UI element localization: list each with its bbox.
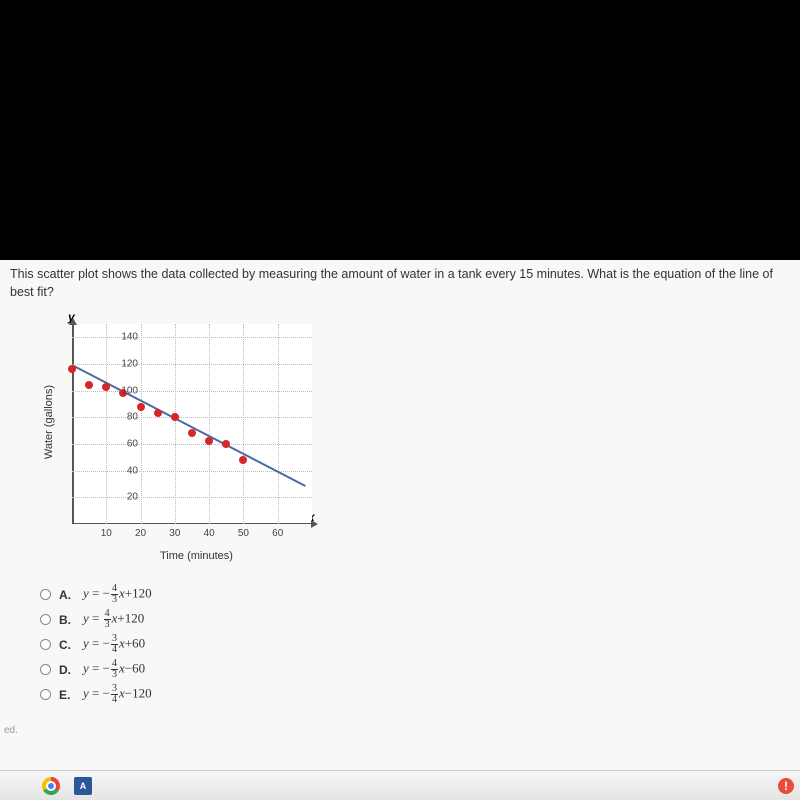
choice-equation: y = −34x−120: [83, 684, 152, 705]
y-tick-label: 100: [121, 385, 138, 396]
content-area: This scatter plot shows the data collect…: [0, 260, 800, 770]
x-tick-label: 60: [272, 528, 283, 539]
x-axis-label: Time (minutes): [160, 550, 233, 562]
plot-area: [72, 324, 312, 524]
answer-choice[interactable]: A. y = −43x+120: [40, 584, 800, 605]
taskbar: A !: [0, 770, 800, 800]
y-tick-label: 140: [121, 332, 138, 343]
data-point: [222, 440, 230, 448]
word-icon[interactable]: A: [72, 775, 94, 797]
gridline-v: [209, 324, 210, 524]
data-point: [68, 365, 76, 373]
status-text: ed.: [4, 725, 18, 736]
radio-icon[interactable]: [40, 589, 51, 600]
answer-choice[interactable]: D. y = −43x−60: [40, 659, 800, 680]
radio-icon[interactable]: [40, 689, 51, 700]
x-axis-arrow-icon: [311, 520, 318, 528]
gridline-h: [72, 364, 312, 365]
y-axis-label: Water (gallons): [43, 385, 55, 459]
choice-equation: y = −43x+120: [83, 584, 152, 605]
data-point: [102, 383, 110, 391]
data-point: [137, 403, 145, 411]
scatter-chart: Water (gallons) Time (minutes) y x 20406…: [20, 316, 330, 556]
gridline-v: [278, 324, 279, 524]
data-point: [205, 437, 213, 445]
choice-equation: y = −43x−60: [83, 659, 145, 680]
gridline-h: [72, 497, 312, 498]
y-axis-arrow-icon: [69, 318, 77, 325]
radio-icon[interactable]: [40, 614, 51, 625]
answer-choice[interactable]: C. y = −34x+60: [40, 634, 800, 655]
x-tick-label: 50: [238, 528, 249, 539]
x-tick-label: 40: [204, 528, 215, 539]
gridline-h: [72, 391, 312, 392]
data-point: [154, 409, 162, 417]
gridline-v: [175, 324, 176, 524]
choice-letter: E.: [59, 688, 75, 702]
choice-equation: y = 43x+120: [83, 609, 144, 630]
y-axis: [72, 324, 74, 524]
choice-equation: y = −34x+60: [83, 634, 145, 655]
y-tick-label: 80: [127, 412, 138, 423]
choice-letter: C.: [59, 638, 75, 652]
gridline-h: [72, 444, 312, 445]
gridline-h: [72, 337, 312, 338]
chrome-icon[interactable]: [40, 775, 62, 797]
y-tick-label: 60: [127, 439, 138, 450]
gridline-h: [72, 417, 312, 418]
alert-icon[interactable]: !: [778, 778, 794, 794]
answer-choice[interactable]: B. y = 43x+120: [40, 609, 800, 630]
x-tick-label: 20: [135, 528, 146, 539]
radio-icon[interactable]: [40, 664, 51, 675]
y-tick-label: 40: [127, 465, 138, 476]
data-point: [171, 413, 179, 421]
data-point: [85, 381, 93, 389]
choice-letter: D.: [59, 663, 75, 677]
x-tick-label: 10: [101, 528, 112, 539]
gridline-v: [141, 324, 142, 524]
answer-choice[interactable]: E. y = −34x−120: [40, 684, 800, 705]
answer-choices: A. y = −43x+120 B. y = 43x+120 C. y = −34x+60…: [40, 584, 800, 705]
gridline-v: [243, 324, 244, 524]
radio-icon[interactable]: [40, 639, 51, 650]
y-tick-label: 120: [121, 359, 138, 370]
x-tick-label: 30: [169, 528, 180, 539]
x-axis: [72, 523, 312, 525]
choice-letter: A.: [59, 588, 75, 602]
choice-letter: B.: [59, 613, 75, 627]
gridline-v: [106, 324, 107, 524]
data-point: [188, 429, 196, 437]
y-tick-label: 20: [127, 492, 138, 503]
question-text: This scatter plot shows the data collect…: [0, 260, 800, 311]
data-point: [239, 456, 247, 464]
